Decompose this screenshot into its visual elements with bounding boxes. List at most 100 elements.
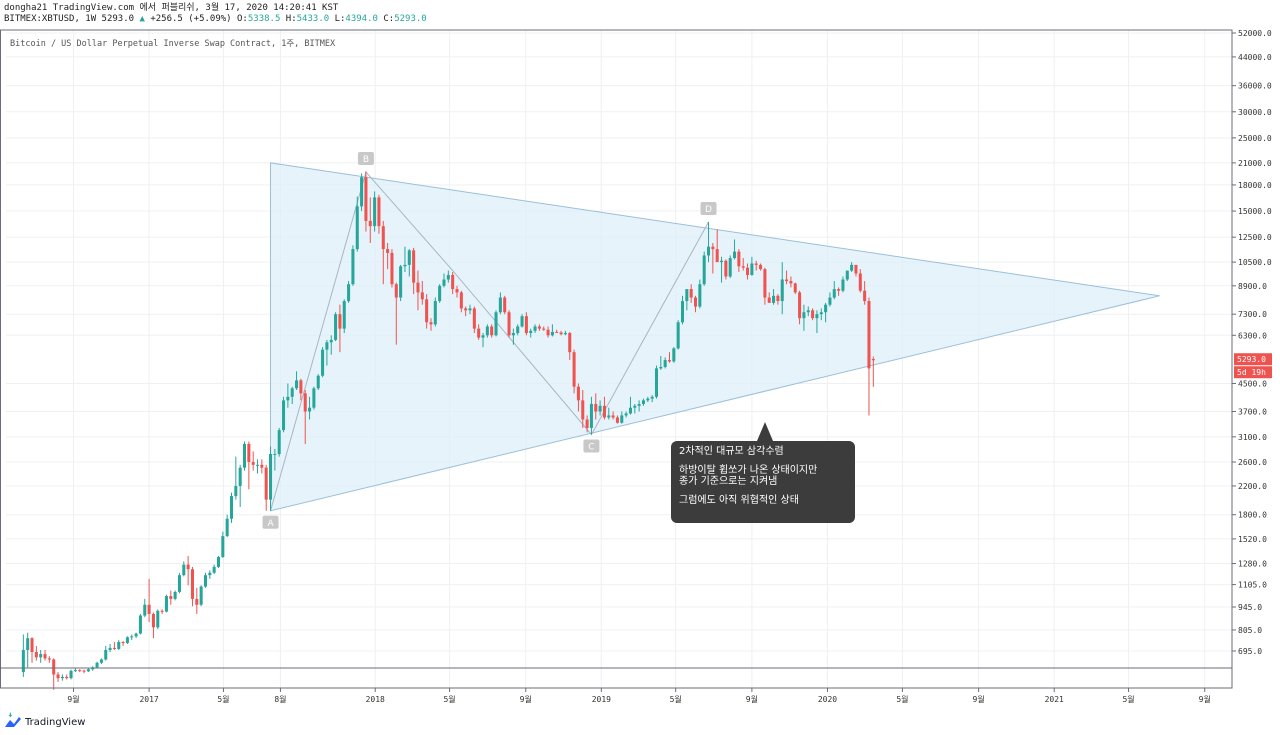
candle-body xyxy=(750,263,754,275)
abcd-pattern-line[interactable] xyxy=(270,170,709,511)
candle xyxy=(26,632,30,668)
candle xyxy=(667,352,672,363)
candle-body xyxy=(724,260,728,277)
candle-body xyxy=(576,386,580,401)
candle xyxy=(342,299,346,334)
candle xyxy=(828,292,832,307)
candle-body xyxy=(364,177,368,221)
candle-body xyxy=(793,283,797,293)
candle-body xyxy=(789,281,793,284)
price-tick-label: 3100.0 xyxy=(1238,433,1267,442)
candle xyxy=(104,645,108,661)
candle-body xyxy=(529,330,533,334)
change-value: +256.5 (+5.09%) xyxy=(150,14,232,24)
candle xyxy=(498,292,502,315)
candle xyxy=(477,324,481,340)
candle xyxy=(355,196,359,252)
tradingview-logo[interactable]: TradingView xyxy=(4,716,85,728)
candle xyxy=(824,302,828,323)
candle-body xyxy=(160,610,164,612)
price-tick-label: 15000.0 xyxy=(1238,207,1272,216)
candle xyxy=(672,347,676,363)
candle-body xyxy=(8,714,12,716)
candle-body xyxy=(637,403,641,406)
candle xyxy=(425,294,429,329)
candle xyxy=(143,598,147,618)
candle xyxy=(754,260,758,271)
tradingview-logo-icon xyxy=(5,717,21,727)
candle-body xyxy=(802,312,806,319)
candle xyxy=(598,400,602,416)
candle-body xyxy=(598,405,602,412)
candle-body xyxy=(312,388,316,408)
price-axis[interactable]: 52000.0 44000.0 36000.0 30000.0 25000.0 21000… xyxy=(1232,29,1272,656)
candle-body xyxy=(403,264,407,267)
close-label: C: xyxy=(383,14,395,24)
candle-body xyxy=(121,642,125,644)
pattern-label-box xyxy=(700,201,717,215)
candle xyxy=(819,308,823,321)
candle xyxy=(368,197,372,244)
candle xyxy=(312,386,316,410)
candle xyxy=(99,658,103,664)
candle-body xyxy=(490,326,494,336)
candle xyxy=(633,403,637,414)
candle xyxy=(867,297,871,416)
candle xyxy=(793,282,797,295)
candle-body xyxy=(394,284,398,298)
triangle-pattern[interactable] xyxy=(270,162,1160,512)
candle-body xyxy=(863,290,867,302)
candle xyxy=(693,295,698,313)
candle xyxy=(585,415,589,433)
candle-body xyxy=(841,279,845,291)
candle-body xyxy=(542,328,546,330)
candle-body xyxy=(277,430,281,455)
candle-body xyxy=(130,636,134,638)
candle xyxy=(520,314,524,328)
candle-body xyxy=(828,297,832,305)
pattern-label-text: A xyxy=(267,519,274,529)
price-tick-label: 1520.0 xyxy=(1238,535,1267,544)
candle-body xyxy=(264,467,268,500)
candle-body xyxy=(780,279,784,302)
candle-body xyxy=(316,375,320,389)
candle xyxy=(117,640,121,650)
candle-body xyxy=(550,331,554,336)
candle xyxy=(628,396,632,415)
candle xyxy=(282,396,286,433)
close-value: 5293.0 xyxy=(394,14,427,24)
candle xyxy=(811,308,815,321)
low-label: L: xyxy=(334,14,346,24)
candle-body xyxy=(737,251,741,267)
candle xyxy=(186,555,190,586)
pattern-label-box xyxy=(583,439,600,453)
candle xyxy=(472,306,476,334)
candle-body xyxy=(438,285,442,302)
chart-title: Bitcoin / US Dollar Perpetual Inverse Sw… xyxy=(10,39,336,49)
candle-body xyxy=(386,249,390,253)
candle-body xyxy=(832,289,836,298)
candle xyxy=(724,259,728,280)
candle xyxy=(203,572,207,588)
candle xyxy=(759,263,763,271)
candle xyxy=(364,171,368,232)
candle-body xyxy=(368,220,372,227)
candle-body xyxy=(659,366,663,369)
tradingview-logo-text: TradingView xyxy=(25,716,86,728)
time-axis[interactable]: 9월 2017 5월 8월 2018 5월 9월 2019 5월 9월 2020 5월 9월 2021 5월… xyxy=(67,688,1211,704)
candle-body xyxy=(390,252,394,285)
candle-body xyxy=(594,403,598,412)
callout-line-2: 하방이탈 휩쏘가 나온 상태이지만 종가 기준으로는 지켜냄 xyxy=(679,465,818,487)
candle-body xyxy=(676,322,680,349)
candle-body xyxy=(672,348,676,362)
candle-body xyxy=(693,297,698,307)
time-tick-label: 5월 xyxy=(443,694,455,704)
annotation-callout[interactable]: 2차적인 대규모 삼각수렴 하방이탈 휩쏘가 나온 상태이지만 종가 기준으로는… xyxy=(671,441,855,523)
candle-body xyxy=(472,308,476,329)
pattern-point-d: D xyxy=(700,201,717,215)
candle xyxy=(295,371,299,390)
candle xyxy=(65,674,69,680)
candle xyxy=(685,289,689,311)
candle xyxy=(399,264,403,302)
